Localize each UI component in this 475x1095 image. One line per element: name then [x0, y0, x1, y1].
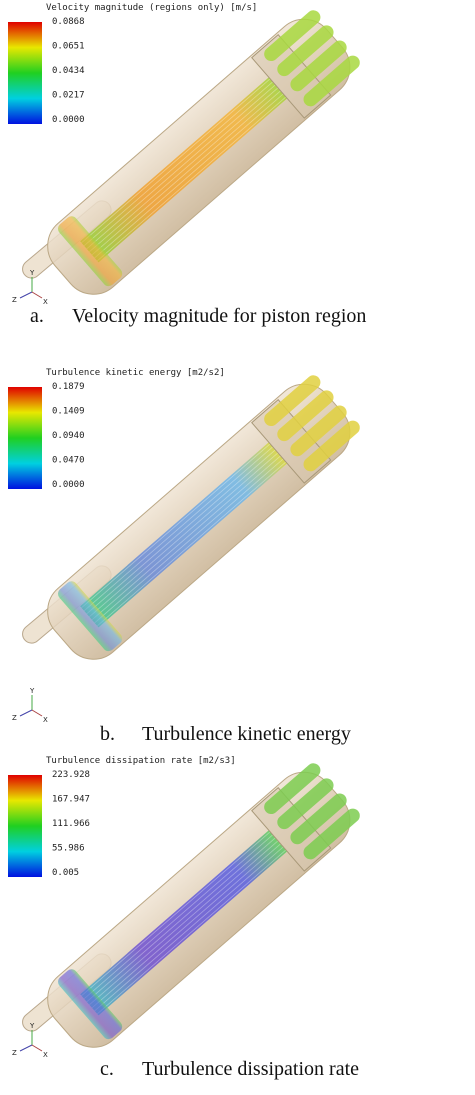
colorbar-tick-label: 0.0000	[52, 480, 85, 490]
colorbar	[8, 387, 42, 489]
axis-label: Y	[29, 269, 35, 277]
colorbar-tick-label: 0.0470	[52, 456, 85, 466]
axis-label: Y	[29, 687, 35, 695]
streamline	[89, 453, 278, 617]
streamline	[89, 88, 278, 252]
colorbar-tick-label: 167.947	[52, 795, 90, 805]
colorbar-tick-label: 0.0000	[52, 115, 85, 125]
axis-label: Z	[12, 1049, 17, 1057]
caption-label: b.	[100, 723, 115, 745]
colorbar-tick-label: 111.966	[52, 819, 90, 829]
colorbar-tick-label: 0.0868	[52, 17, 85, 27]
caption-text: Turbulence kinetic energy	[142, 723, 351, 745]
axis-label: X	[43, 1051, 48, 1059]
colorbar-tick-label: 0.1879	[52, 382, 85, 392]
caption-label: c.	[100, 1058, 114, 1080]
caption-label: a.	[30, 305, 44, 327]
axis-line	[32, 1045, 42, 1051]
colorbar	[8, 775, 42, 877]
panel: Turbulence kinetic energy [m2/s2] 0.1879 0…	[8, 368, 366, 745]
axis-label: Y	[29, 1022, 35, 1030]
axis-label: Z	[12, 296, 17, 304]
axis-line	[32, 710, 42, 716]
colorbar-tick-label: 223.928	[52, 770, 90, 780]
caption-text: Velocity magnitude for piston region	[72, 305, 366, 327]
axis-label: X	[43, 716, 48, 724]
colorbar-tick-label: 0.0940	[52, 431, 85, 441]
legend-title: Turbulence kinetic energy [m2/s2]	[46, 368, 225, 378]
axis-line	[20, 1045, 32, 1051]
caption-text: Turbulence dissipation rate	[142, 1058, 359, 1080]
legend-title: Turbulence dissipation rate [m2/s3]	[46, 756, 236, 766]
axis-label: Z	[12, 714, 17, 722]
colorbar-tick-label: 0.0434	[52, 66, 85, 76]
streamline	[89, 841, 278, 1005]
colorbar-tick-label: 55.986	[52, 844, 85, 854]
colorbar-tick-label: 0.1409	[52, 407, 85, 417]
panel: Velocity magnitude (regions only) [m/s] 0…	[8, 3, 366, 327]
colorbar-tick-label: 0.0651	[52, 42, 85, 52]
colorbar	[8, 22, 42, 124]
figure: Velocity magnitude (regions only) [m/s] 0…	[0, 0, 475, 1095]
colorbar-tick-label: 0.0217	[52, 91, 85, 101]
panel: Turbulence dissipation rate [m2/s3] 223.9…	[8, 756, 366, 1080]
axis-line	[20, 710, 32, 716]
tube	[35, 4, 366, 307]
axis-line	[20, 292, 32, 298]
tube	[35, 369, 366, 672]
axis-line	[32, 292, 42, 298]
colorbar-tick-label: 0.005	[52, 868, 79, 878]
legend-title: Velocity magnitude (regions only) [m/s]	[46, 3, 257, 13]
